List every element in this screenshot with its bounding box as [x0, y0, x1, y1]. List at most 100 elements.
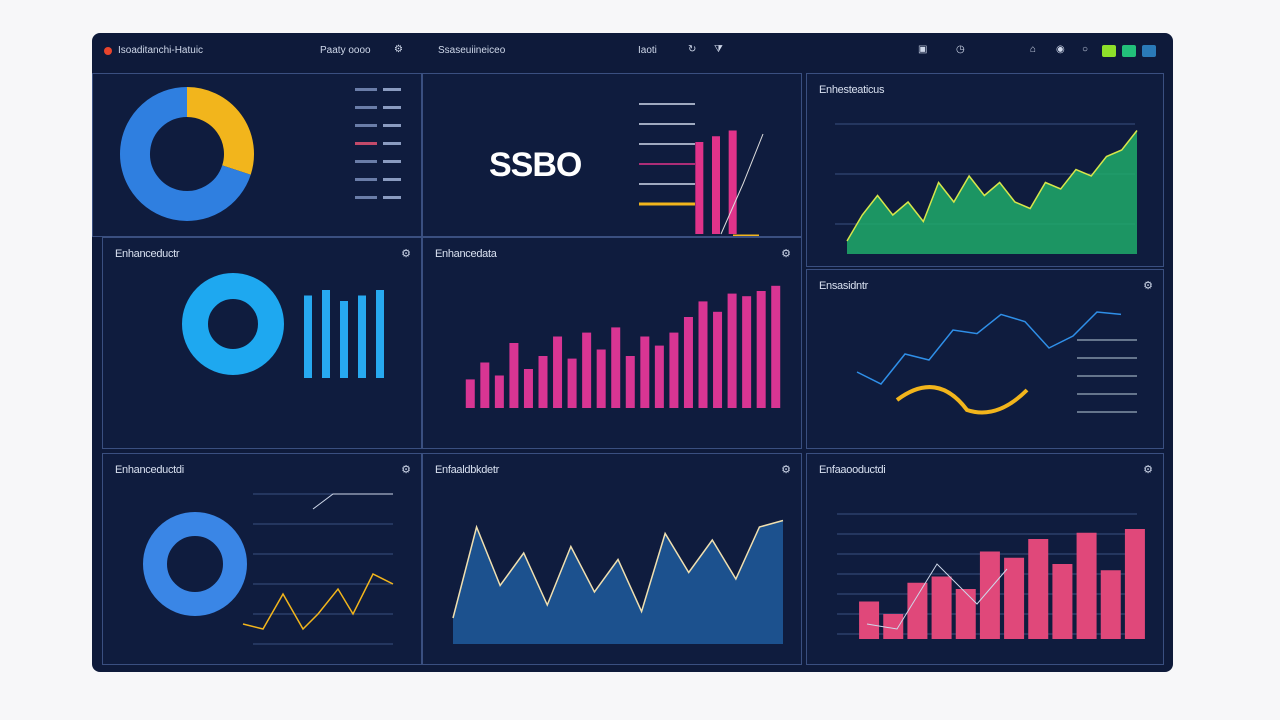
dashboard: Isoaditanchi-Hatuic Paaty oooo ⚙ Ssaseui… [92, 33, 1173, 672]
panel-donut-line: Enhanceductdi ⚙ [102, 453, 422, 665]
bar [611, 327, 621, 408]
legend-swatch [355, 160, 377, 163]
more-icon[interactable]: ⚙ [401, 248, 411, 260]
legend-value [383, 160, 401, 163]
toggle-teal-button[interactable] [1122, 45, 1136, 57]
panel-blue-area: Enfaaldbkdetr ⚙ [422, 453, 802, 665]
bar [1100, 570, 1121, 639]
donut-slice [186, 87, 254, 175]
more-icon[interactable]: ⚙ [781, 464, 791, 476]
panel-donut-summary [92, 73, 422, 237]
bar [480, 362, 490, 408]
series-line [312, 493, 393, 510]
legend-value [383, 88, 401, 91]
bar [567, 358, 577, 408]
globe-icon[interactable]: ◉ [1056, 44, 1065, 55]
bar [340, 301, 348, 378]
legend-value [383, 124, 401, 127]
panel-kpi: SSBO [422, 73, 802, 237]
series-line [846, 130, 1138, 242]
panel-line: Ensasidntr ⚙ [806, 269, 1164, 449]
bar [955, 589, 976, 639]
panel-title: Enhanceductr [115, 248, 180, 260]
header-title: Isoaditanchi-Hatuic [118, 45, 204, 56]
chart [103, 238, 421, 448]
panel-blue-bars: Enhanceductr ⚙ [102, 237, 422, 449]
panel-title: Ensasidntr [819, 280, 868, 292]
legend-value [383, 196, 401, 199]
bar [1124, 529, 1145, 639]
header-meta: Paaty oooo [320, 45, 371, 56]
panel-title: Enhesteaticus [819, 84, 885, 96]
panel-red-bars: Enfaaooductdi ⚙ [806, 453, 1164, 665]
bar [1028, 539, 1049, 639]
clock-icon[interactable]: ◷ [956, 44, 965, 55]
refresh-icon[interactable]: ↻ [688, 44, 697, 55]
bar [713, 311, 723, 408]
more-icon[interactable]: ⚙ [1143, 280, 1153, 292]
bar [322, 290, 330, 378]
panel-title: Enfaaldbkdetr [435, 464, 499, 476]
donut [182, 273, 284, 375]
bar [695, 142, 704, 234]
bar [727, 293, 737, 408]
status-dot [104, 47, 112, 55]
legend-swatch [355, 178, 377, 181]
legend-swatch [355, 196, 377, 199]
bar [771, 285, 781, 408]
bar [538, 356, 548, 408]
chart [639, 103, 764, 236]
panel-title: Enhanceductdi [115, 464, 184, 476]
series-line-yellow [895, 385, 1029, 415]
chart [465, 285, 781, 408]
toggle-green-button[interactable] [1102, 45, 1116, 57]
chart [120, 87, 401, 221]
bar [669, 332, 679, 408]
bar [304, 295, 312, 378]
bar [509, 343, 519, 408]
more-icon[interactable]: ⚙ [401, 464, 411, 476]
legend-value [383, 178, 401, 181]
trend-line [720, 133, 764, 235]
share-button[interactable] [1142, 45, 1156, 57]
legend-swatch [355, 142, 377, 145]
legend-swatch [355, 124, 377, 127]
bar [907, 582, 928, 639]
panel-green-area: Enhesteaticus [806, 73, 1164, 267]
filter-icon[interactable]: ⧩ [714, 44, 723, 55]
legend-swatch [355, 88, 377, 91]
series-line [242, 572, 394, 631]
header-mid-title: Ssaseuiineiceo [438, 45, 506, 56]
bar [712, 136, 720, 234]
chart [856, 311, 1137, 415]
chart [835, 123, 1138, 254]
search-icon[interactable]: ○ [1082, 44, 1089, 55]
bar [640, 336, 650, 408]
bar [553, 336, 563, 408]
chart [452, 519, 784, 644]
bar [1004, 557, 1025, 639]
camera-icon[interactable]: ⌂ [1030, 44, 1037, 55]
bar [742, 296, 752, 408]
legend-swatch [355, 106, 377, 109]
bar [979, 551, 1000, 639]
bar [1052, 564, 1073, 639]
more-icon[interactable]: ⚙ [781, 248, 791, 260]
series-line [856, 311, 1122, 385]
donut-slice [143, 512, 247, 616]
bar [728, 130, 737, 234]
bar [931, 576, 952, 639]
image-icon[interactable]: ▣ [918, 44, 928, 55]
bar [376, 290, 384, 378]
bar [859, 601, 880, 639]
area [453, 520, 783, 644]
more-icon[interactable]: ⚙ [1143, 464, 1153, 476]
chart [143, 493, 394, 645]
bar [523, 369, 533, 408]
panel-title: Enhancedata [435, 248, 497, 260]
donut-slice [120, 87, 251, 221]
chart [182, 273, 384, 378]
bar [596, 349, 606, 408]
settings-icon[interactable]: ⚙ [394, 44, 403, 55]
legend-value [383, 142, 401, 145]
